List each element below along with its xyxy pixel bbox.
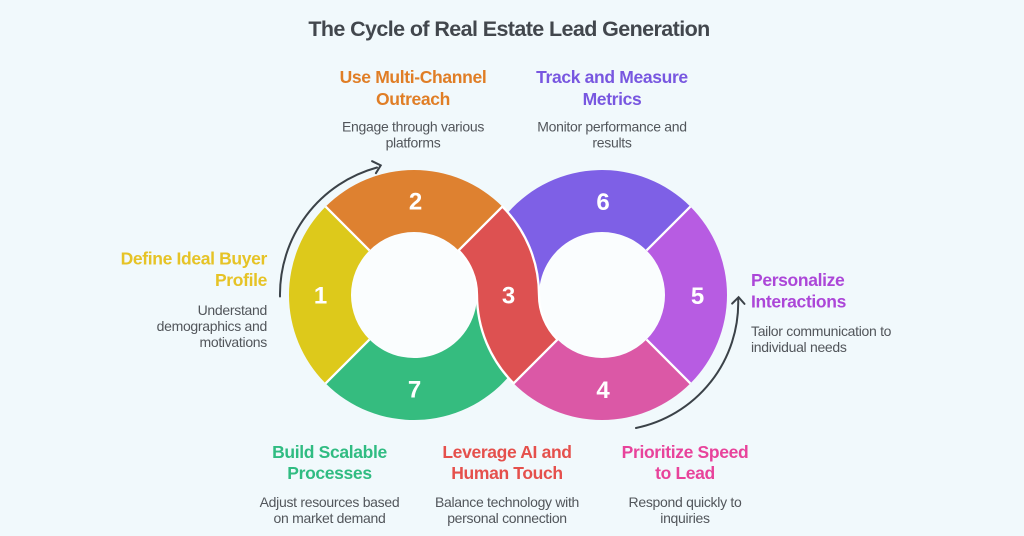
svg-text:Interactions: Interactions (751, 292, 847, 312)
svg-text:6: 6 (596, 189, 609, 216)
svg-text:The Cycle of Real Estate Lead: The Cycle of Real Estate Lead Generation (308, 17, 709, 41)
svg-text:Metrics: Metrics (583, 89, 642, 109)
svg-text:Processes: Processes (287, 463, 372, 483)
svg-text:Personalize: Personalize (751, 270, 845, 290)
svg-text:on market demand: on market demand (274, 510, 386, 526)
svg-text:3: 3 (502, 282, 515, 309)
svg-text:Respond quickly to: Respond quickly to (629, 494, 742, 510)
svg-text:personal connection: personal connection (447, 510, 567, 526)
svg-text:demographics and: demographics and (157, 318, 267, 334)
svg-text:Tailor communication to: Tailor communication to (751, 323, 892, 339)
svg-text:Monitor performance and: Monitor performance and (537, 119, 687, 135)
svg-text:platforms: platforms (386, 135, 441, 151)
svg-text:Human Touch: Human Touch (451, 463, 563, 483)
svg-text:4: 4 (596, 377, 610, 404)
svg-text:Leverage AI and: Leverage AI and (442, 442, 571, 462)
svg-text:motivations: motivations (199, 334, 267, 350)
svg-text:7: 7 (408, 377, 421, 404)
svg-text:5: 5 (691, 283, 704, 310)
svg-text:Define Ideal Buyer: Define Ideal Buyer (121, 249, 268, 269)
svg-text:Build Scalable: Build Scalable (272, 442, 387, 462)
svg-text:Profile: Profile (215, 270, 268, 290)
svg-text:individual needs: individual needs (751, 339, 847, 355)
svg-text:2: 2 (409, 189, 422, 216)
svg-text:1: 1 (314, 282, 327, 309)
svg-text:Prioritize Speed: Prioritize Speed (622, 442, 749, 462)
svg-text:results: results (592, 135, 631, 151)
svg-text:Adjust resources based: Adjust resources based (260, 494, 400, 510)
svg-text:Understand: Understand (198, 302, 267, 318)
svg-text:Use Multi-Channel: Use Multi-Channel (340, 67, 487, 87)
svg-text:to Lead: to Lead (655, 463, 715, 483)
svg-text:Track and Measure: Track and Measure (536, 67, 688, 87)
svg-text:Balance technology with: Balance technology with (435, 494, 579, 510)
svg-text:Outreach: Outreach (376, 89, 450, 109)
svg-text:inquiries: inquiries (660, 510, 710, 526)
svg-text:Engage through various: Engage through various (342, 119, 484, 135)
